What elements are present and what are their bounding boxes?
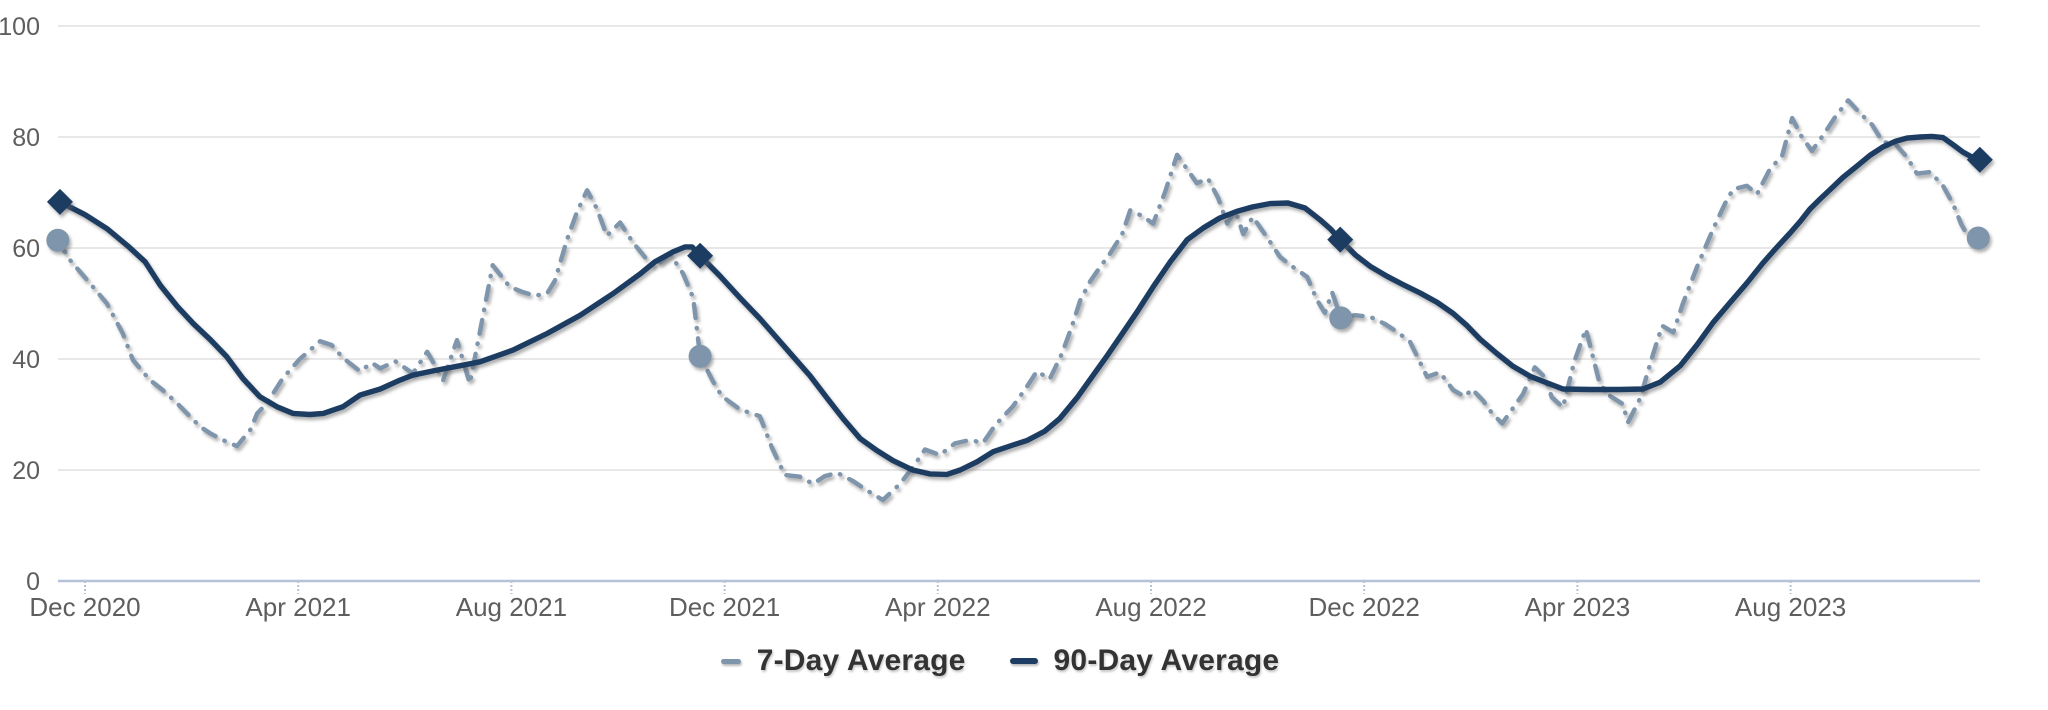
x-tick-label: Dec 2020: [29, 592, 140, 622]
series-line-90-day-average: [57, 133, 1983, 478]
y-tick-label: 0: [26, 568, 40, 596]
series-line-7-day-average: [55, 98, 1981, 503]
circle-marker[interactable]: [688, 344, 712, 368]
x-tick-label: Dec 2021: [669, 592, 780, 622]
x-tick-label: Aug 2022: [1095, 592, 1206, 622]
x-tick-label: Apr 2022: [885, 592, 991, 622]
x-tick-label: Dec 2022: [1309, 592, 1420, 622]
legend-swatch-7-day-icon: [720, 658, 741, 664]
x-tick-label: Aug 2021: [456, 592, 567, 622]
legend-item-90-day-average[interactable]: 90-Day Average: [1009, 644, 1280, 678]
x-tick-label: Apr 2021: [245, 592, 351, 622]
legend-item-7-day-average[interactable]: 7-Day Average: [720, 644, 966, 678]
y-tick-label: 20: [12, 457, 40, 485]
diamond-marker[interactable]: [687, 242, 714, 269]
diamond-marker[interactable]: [46, 188, 73, 215]
legend-label-7-day-average: 7-Day Average: [756, 644, 966, 677]
legend-label-90-day-average: 90-Day Average: [1053, 644, 1280, 677]
y-tick-label: 40: [12, 346, 40, 374]
y-tick-label: 60: [12, 235, 40, 263]
circle-marker[interactable]: [1966, 226, 1990, 250]
x-tick-label: Aug 2023: [1735, 592, 1846, 622]
diamond-marker[interactable]: [1327, 226, 1354, 253]
legend-swatch-90-day-icon: [1009, 658, 1038, 664]
y-tick-label: 100: [0, 13, 40, 41]
x-tick-label: Apr 2023: [1525, 592, 1631, 622]
diamond-marker[interactable]: [1966, 146, 1993, 173]
y-tick-label: 80: [12, 124, 40, 152]
circle-marker[interactable]: [46, 228, 70, 252]
circle-marker[interactable]: [1329, 306, 1353, 330]
legend: 7-Day Average 90-Day Average: [0, 644, 2000, 678]
